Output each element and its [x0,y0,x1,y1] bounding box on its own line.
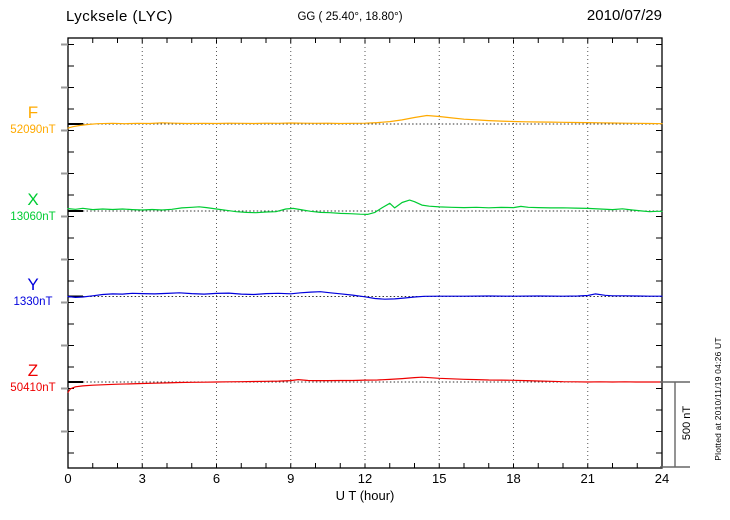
trace-y [67,291,663,300]
plotted-timestamp-note: Plotted at 2010/11/19 04:26 UT [713,337,723,461]
x-tick-label-12: 12 [357,471,373,486]
trace-x [67,199,663,215]
channel-label-x: X 13060nT [2,191,64,224]
x-tick-label-21: 21 [580,471,595,486]
trace-z [67,376,663,393]
channel-baseline-f: 52090nT [10,124,56,136]
channel-letter-f: F [27,103,39,122]
plot-date: 2010/07/29 [586,7,662,24]
channel-label-f: F 52090nT [2,104,64,137]
geographic-coordinates: GG ( 25.40°, 18.80°) [297,11,403,23]
x-tick-label-24: 24 [654,471,670,486]
x-axis-title: U T (hour) [335,488,395,503]
x-tick-label-18: 18 [506,471,521,486]
station-title: Lycksele (LYC) [66,8,174,25]
trace-f [67,114,663,129]
channel-letter-x: X [27,190,39,209]
channel-baseline-y: 1330nT [13,296,53,308]
x-tick-label-9: 9 [287,471,295,486]
channel-letter-z: Z [27,361,39,380]
x-tick-label-15: 15 [432,471,447,486]
channel-baseline-x: 13060nT [10,211,56,223]
x-tick-label-6: 6 [212,471,221,486]
x-tick-label-0: 0 [64,471,72,486]
channel-baseline-z: 50410nT [10,382,56,394]
channel-letter-y: Y [27,275,39,294]
channel-label-z: Z 50410nT [2,362,64,395]
x-tick-label-3: 3 [138,471,146,486]
scale-bar-label: 500 nT [681,405,693,441]
channel-label-y: Y 1330nT [2,276,64,309]
